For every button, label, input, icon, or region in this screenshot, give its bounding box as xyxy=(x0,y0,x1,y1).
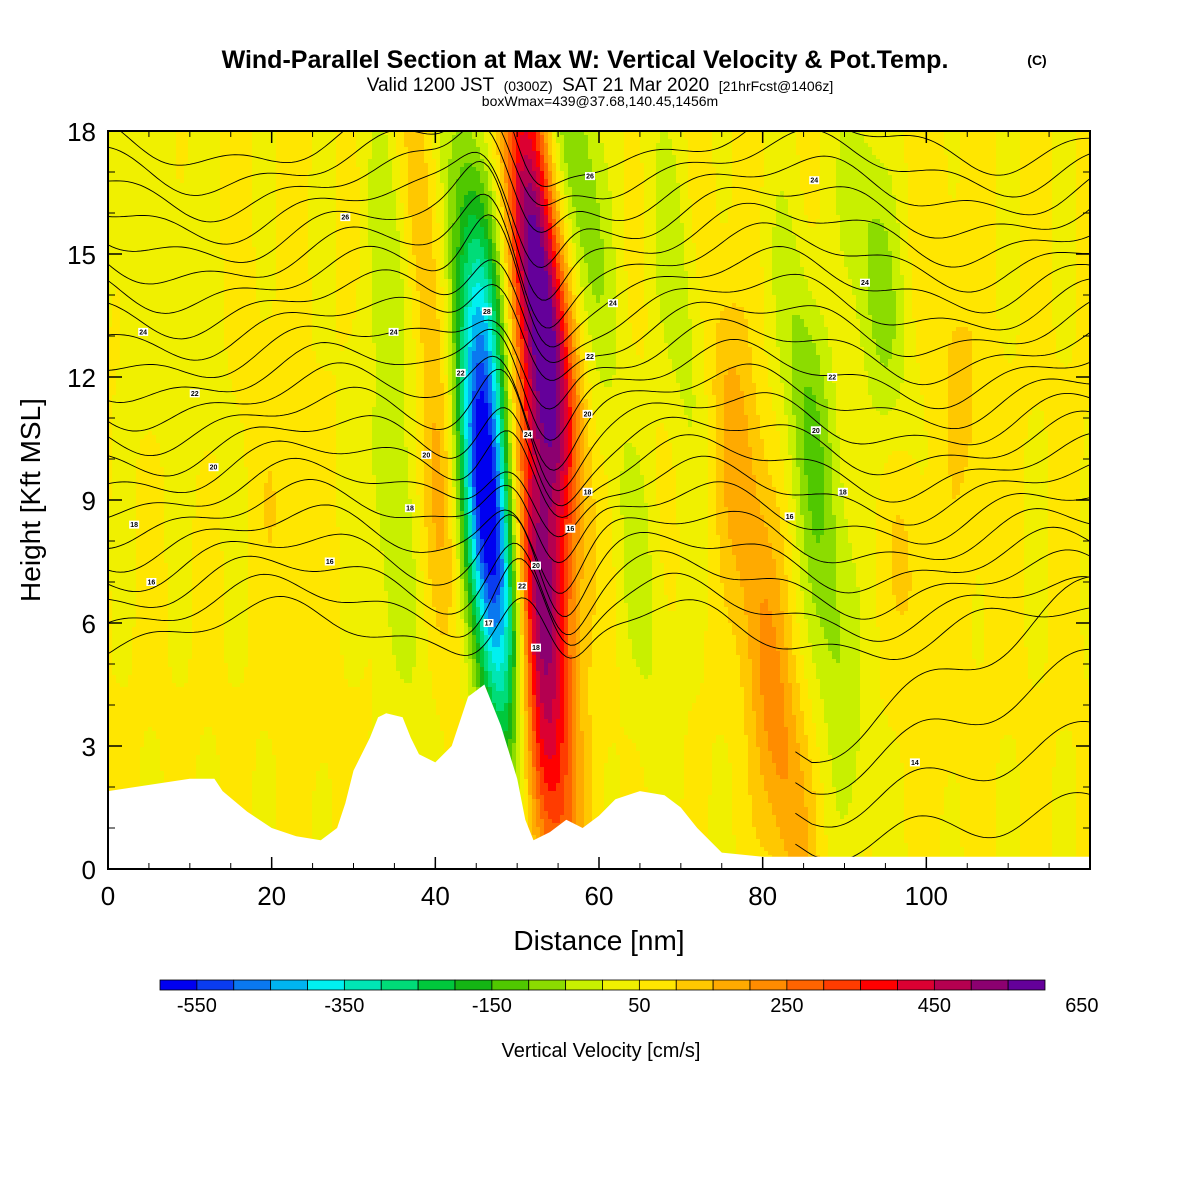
colorbar-tick-label: -550 xyxy=(177,995,217,1017)
contour-label: 20 xyxy=(421,451,431,460)
colorbar-swatch xyxy=(1008,980,1045,990)
contour-label: 20 xyxy=(209,463,219,472)
colorbar-tick-label: 650 xyxy=(1065,995,1098,1017)
x-tick-label: 60 xyxy=(585,881,614,911)
colorbar-tick-label: 250 xyxy=(770,995,803,1017)
contour-label: 18 xyxy=(583,488,593,497)
chart-subtitle2: boxWmax=439@37.68,140.45,1456m xyxy=(482,93,718,109)
contour-label: 18 xyxy=(531,644,541,653)
chart: Wind-Parallel Section at Max W: Vertical… xyxy=(0,0,1200,1200)
contour-label: 20 xyxy=(583,410,593,419)
colorbar: -550 -350 -150 50 250 450 650 xyxy=(160,980,1099,1017)
y-tick-label: 3 xyxy=(82,732,96,762)
contour-label: 18 xyxy=(129,521,139,530)
contour-label: 16 xyxy=(146,578,156,587)
y-tick-label: 12 xyxy=(67,363,96,393)
colorbar-tick-label: 450 xyxy=(918,995,951,1017)
contour-label: 24 xyxy=(523,430,533,439)
colorbar-tick-label: -150 xyxy=(472,995,512,1017)
colorbar-swatch xyxy=(160,980,197,990)
colorbar-swatch xyxy=(197,980,234,990)
colorbar-swatch xyxy=(234,980,271,990)
x-tick-label: 40 xyxy=(421,881,450,911)
contour-label: 28 xyxy=(482,307,492,316)
y-tick-label: 0 xyxy=(82,855,96,885)
colorbar-swatch xyxy=(639,980,676,990)
colorbar-swatch xyxy=(308,980,345,990)
colorbar-swatch xyxy=(455,980,492,990)
contour-label: 22 xyxy=(827,373,837,382)
colorbar-swatch xyxy=(898,980,935,990)
contour-label: 18 xyxy=(405,504,415,513)
x-axis-label: Distance [nm] xyxy=(513,925,684,956)
colorbar-swatch xyxy=(492,980,529,990)
contour-label: 16 xyxy=(565,525,575,534)
contour-label: 22 xyxy=(585,353,595,362)
contour-label: 18 xyxy=(838,488,848,497)
colorbar-swatch xyxy=(971,980,1008,990)
chart-title: Wind-Parallel Section at Max W: Vertical… xyxy=(222,46,949,74)
y-tick-label: 9 xyxy=(82,486,96,516)
contour-label: 16 xyxy=(785,512,795,521)
colorbar-swatch xyxy=(787,980,824,990)
colorbar-swatch xyxy=(381,980,418,990)
velocity-field xyxy=(108,131,1093,872)
colorbar-swatch xyxy=(603,980,640,990)
contour-label: 24 xyxy=(608,299,618,308)
contour-label: 22 xyxy=(190,389,200,398)
chart-title-mark: (C) xyxy=(1027,52,1046,68)
subtitle-fcst: [21hrFcst@1406z] xyxy=(719,78,834,94)
contour-label: 26 xyxy=(585,172,595,181)
colorbar-swatch xyxy=(344,980,381,990)
contour-label: 17 xyxy=(484,619,494,628)
contour-label: 24 xyxy=(860,279,870,288)
colorbar-swatch xyxy=(418,980,455,990)
colorbar-swatch xyxy=(934,980,971,990)
y-tick-label: 6 xyxy=(82,609,96,639)
contour-label: 14 xyxy=(910,758,920,767)
contour-label: 20 xyxy=(811,426,821,435)
contour-label: 16 xyxy=(325,558,335,567)
contour-label: 24 xyxy=(809,176,819,185)
colorbar-tick-label: -350 xyxy=(324,995,364,1017)
contour-label: 22 xyxy=(517,582,527,591)
y-tick-label: 18 xyxy=(67,117,96,147)
y-tick-label: 15 xyxy=(67,240,96,270)
x-tick-label: 80 xyxy=(748,881,777,911)
y-axis-label: Height [Kft MSL] xyxy=(15,398,46,602)
colorbar-swatch xyxy=(676,980,713,990)
colorbar-swatch xyxy=(566,980,603,990)
colorbar-swatch xyxy=(529,980,566,990)
colorbar-swatch xyxy=(861,980,898,990)
contour-label: 26 xyxy=(340,213,350,222)
colorbar-swatch xyxy=(824,980,861,990)
colorbar-tick-label: 50 xyxy=(628,995,650,1017)
x-tick-label: 20 xyxy=(257,881,286,911)
colorbar-label: Vertical Velocity [cm/s] xyxy=(502,1040,701,1062)
x-tick-label: 100 xyxy=(905,881,948,911)
subtitle-utc: (0300Z) xyxy=(504,78,553,94)
contour-label: 24 xyxy=(138,328,148,337)
colorbar-swatch xyxy=(271,980,308,990)
colorbar-swatch xyxy=(750,980,787,990)
x-tick-label: 0 xyxy=(101,881,115,911)
contour-label: 20 xyxy=(531,562,541,571)
contour-label: 24 xyxy=(389,328,399,337)
contour-label: 22 xyxy=(456,369,466,378)
subtitle-valid: Valid 1200 JST xyxy=(367,75,495,96)
colorbar-swatch xyxy=(713,980,750,990)
